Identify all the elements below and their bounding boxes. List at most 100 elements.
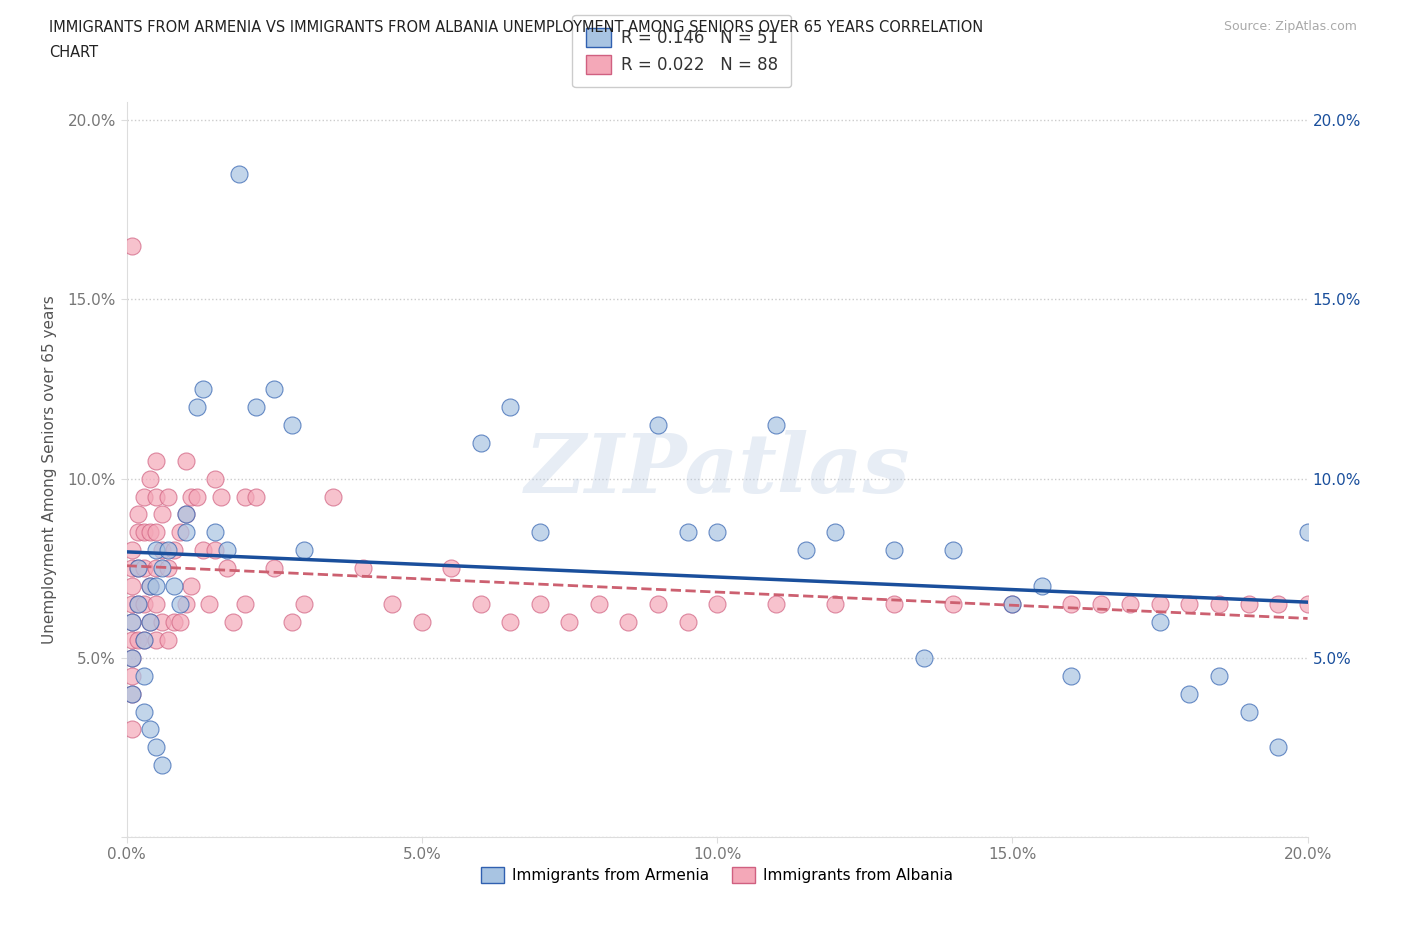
Point (121, 615, 143, 630)
Point (381, 597, 404, 612)
Point (588, 597, 610, 612)
Point (134, 669, 156, 684)
Point (1208, 669, 1230, 684)
Point (174, 597, 197, 612)
Point (263, 561, 285, 576)
Point (228, 166, 250, 181)
Point (134, 704, 156, 719)
Point (121, 597, 143, 612)
Point (150, 615, 173, 630)
Point (1296, 597, 1319, 612)
Point (145, 489, 167, 504)
Point (139, 722, 162, 737)
Point (942, 597, 965, 612)
Point (824, 525, 846, 539)
Point (1001, 597, 1024, 612)
Point (499, 400, 522, 415)
Point (1090, 597, 1112, 612)
Point (1178, 686, 1201, 701)
Point (1031, 578, 1053, 593)
Point (156, 561, 179, 576)
Point (134, 489, 156, 504)
Point (121, 722, 143, 737)
Point (169, 597, 191, 612)
Point (134, 561, 156, 576)
Legend: Immigrants from Armenia, Immigrants from Albania: Immigrants from Armenia, Immigrants from… (470, 855, 965, 896)
Point (121, 669, 143, 684)
Point (180, 578, 202, 593)
Point (204, 472, 226, 486)
Point (281, 418, 304, 432)
Point (499, 615, 522, 630)
Point (134, 632, 156, 647)
Point (145, 740, 167, 755)
Point (647, 418, 669, 432)
Point (127, 632, 149, 647)
Point (145, 453, 167, 468)
Point (163, 578, 186, 593)
Point (134, 525, 156, 539)
Point (233, 597, 256, 612)
Point (193, 543, 215, 558)
Point (169, 615, 191, 630)
Point (134, 597, 156, 612)
Point (121, 238, 143, 253)
Point (1119, 597, 1142, 612)
Point (352, 561, 374, 576)
Point (322, 489, 344, 504)
Point (174, 507, 197, 522)
Point (127, 507, 149, 522)
Point (794, 543, 817, 558)
Point (139, 578, 162, 593)
Point (156, 543, 179, 558)
Point (139, 615, 162, 630)
Point (145, 597, 167, 612)
Point (281, 615, 304, 630)
Point (1060, 597, 1083, 612)
Point (233, 489, 256, 504)
Point (222, 615, 245, 630)
Text: Source: ZipAtlas.com: Source: ZipAtlas.com (1223, 20, 1357, 33)
Point (1267, 740, 1289, 755)
Point (209, 489, 232, 504)
Point (470, 597, 492, 612)
Point (706, 597, 728, 612)
Point (912, 650, 935, 665)
Point (139, 578, 162, 593)
Point (156, 632, 179, 647)
Point (883, 543, 905, 558)
Point (204, 543, 226, 558)
Point (134, 632, 156, 647)
Point (470, 435, 492, 450)
Point (139, 472, 162, 486)
Point (292, 543, 315, 558)
Point (121, 543, 143, 558)
Point (263, 381, 285, 396)
Point (127, 525, 149, 539)
Point (676, 615, 699, 630)
Point (1208, 597, 1230, 612)
Point (145, 632, 167, 647)
Point (145, 543, 167, 558)
Point (292, 597, 315, 612)
Point (156, 489, 179, 504)
Point (174, 525, 197, 539)
Point (163, 615, 186, 630)
Point (647, 597, 669, 612)
Point (127, 597, 149, 612)
Point (676, 525, 699, 539)
Point (186, 489, 208, 504)
Point (145, 525, 167, 539)
Point (127, 561, 149, 576)
Point (245, 400, 267, 415)
Point (1237, 704, 1260, 719)
Point (529, 525, 551, 539)
Point (617, 615, 640, 630)
Point (1237, 597, 1260, 612)
Point (1001, 597, 1024, 612)
Point (204, 525, 226, 539)
Point (121, 578, 143, 593)
Point (558, 615, 581, 630)
Point (127, 597, 149, 612)
Point (186, 400, 208, 415)
